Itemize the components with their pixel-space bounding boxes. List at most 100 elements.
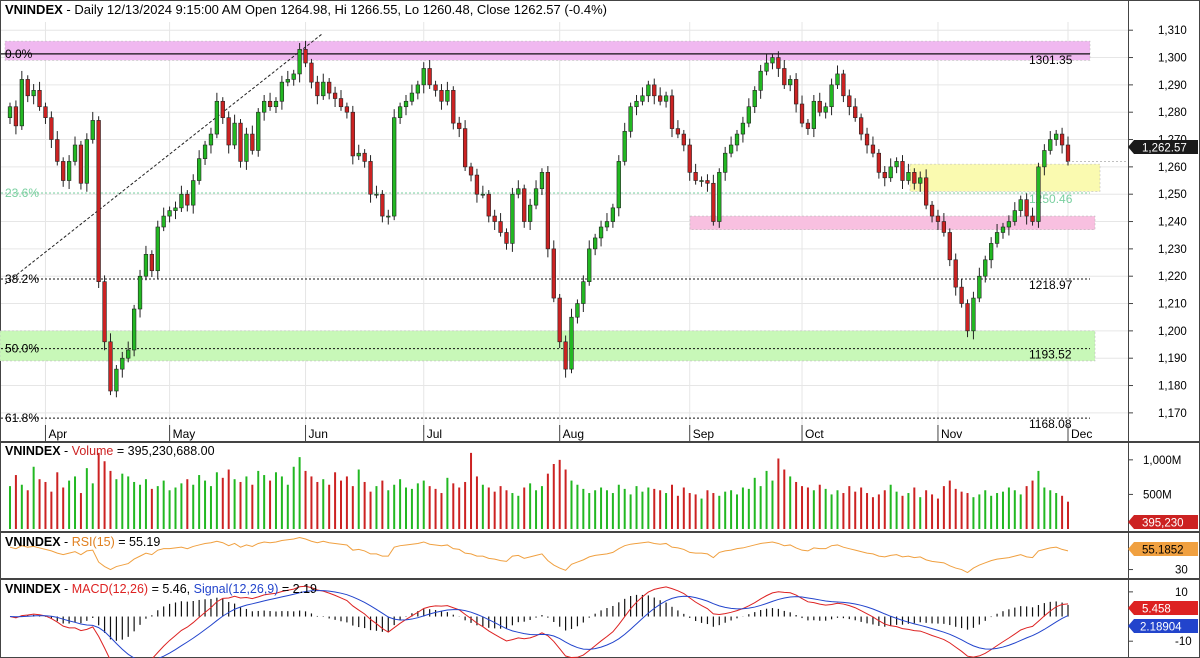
volume-bars xyxy=(9,452,1069,529)
candle-body xyxy=(912,172,917,184)
price-y-axis: 1,3101,3001,2901,2801,2701,2601,2501,240… xyxy=(1128,25,1187,420)
candle-body xyxy=(699,180,704,182)
candle-body xyxy=(528,204,533,222)
candle-body xyxy=(971,297,976,332)
candle-body xyxy=(817,100,822,113)
x-tick-label: Apr xyxy=(48,427,67,441)
candle-body xyxy=(137,275,143,310)
y-tick-label: 1,180 xyxy=(1158,381,1187,393)
candle-body xyxy=(161,215,166,228)
y-tick-label: 1,220 xyxy=(1158,271,1187,283)
candle-body xyxy=(610,207,616,222)
macd-last-label: 5.458 xyxy=(1142,604,1171,616)
candle-body xyxy=(805,122,811,129)
fib-percent-label: 23.6% xyxy=(5,186,39,200)
x-tick-label: Nov xyxy=(941,427,962,441)
candle-body xyxy=(474,174,480,195)
candle-body xyxy=(84,139,89,184)
candle-body xyxy=(214,100,220,135)
candle-body xyxy=(155,226,160,272)
candle-body xyxy=(279,81,285,102)
candle-body xyxy=(533,188,539,206)
candle-body xyxy=(368,161,373,195)
candle-body xyxy=(55,139,60,162)
volume-tick-label: 500M xyxy=(1143,489,1172,501)
rsi-value: = 55.19 xyxy=(115,535,161,549)
candle-body xyxy=(191,180,196,206)
date-x-axis: Apr May Jun Jul Aug Sep Oct Nov Dec xyxy=(44,425,1092,441)
x-tick-label: May xyxy=(173,427,196,441)
candle-body xyxy=(332,92,338,99)
candle-body xyxy=(870,144,876,154)
candle-body xyxy=(622,131,627,162)
candle-body xyxy=(510,193,515,244)
candle-body xyxy=(793,79,799,105)
y-tick-label: 1,190 xyxy=(1158,353,1187,365)
candle-body xyxy=(569,316,574,370)
volume-tick-label: 1,000M xyxy=(1143,455,1181,467)
candle-body xyxy=(1030,215,1035,222)
candle-body xyxy=(918,177,923,184)
candle-body xyxy=(303,49,308,64)
candle-body xyxy=(977,275,982,299)
x-tick-label: Oct xyxy=(805,427,824,441)
rsi-line xyxy=(9,536,1069,574)
candle-body xyxy=(782,68,787,86)
candle-body xyxy=(49,117,54,140)
candle-body xyxy=(557,297,562,343)
candle-body xyxy=(131,308,137,351)
last-price-marker: 1,262.57 xyxy=(1128,140,1198,155)
candle-body xyxy=(285,79,290,83)
signal-last-label: 2.18904 xyxy=(1140,622,1182,634)
candle-body xyxy=(652,84,657,97)
rsi-header: VNINDEX - RSI(15) = 55.19 xyxy=(5,535,160,549)
candle-body xyxy=(415,84,420,94)
candle-body xyxy=(344,106,350,113)
candle-body xyxy=(575,303,580,318)
fib-value-label: 1250.46 xyxy=(1029,192,1073,206)
candle-body xyxy=(711,182,716,222)
y-tick-label: 1,200 xyxy=(1158,326,1187,338)
candle-body xyxy=(31,90,36,97)
candle-body xyxy=(959,286,964,304)
volume-value: = 395,230,688.00 xyxy=(113,444,214,458)
candle-body xyxy=(309,62,314,83)
candle-body xyxy=(1012,210,1017,222)
candle-body xyxy=(835,73,840,86)
candle-body xyxy=(1042,150,1047,168)
candle-body xyxy=(734,133,740,146)
candle-body xyxy=(315,81,320,97)
candle-body xyxy=(604,221,610,228)
candle-body xyxy=(480,193,485,196)
y-tick-label: 1,300 xyxy=(1158,53,1187,65)
candle-body xyxy=(634,100,639,108)
candle-body xyxy=(321,81,326,97)
candle-body xyxy=(847,95,852,108)
fib-value-label: 1218.97 xyxy=(1029,278,1073,292)
candle-body xyxy=(864,133,870,146)
candle-body xyxy=(994,232,1000,244)
candle-body xyxy=(232,122,237,146)
candle-body xyxy=(462,128,468,168)
candle-body xyxy=(433,84,438,91)
candle-body xyxy=(61,161,66,181)
candle-body xyxy=(522,188,527,222)
candle-body xyxy=(202,144,208,159)
candle-body xyxy=(43,106,48,118)
candle-body xyxy=(593,237,598,250)
rsi-y-axis: 30 xyxy=(1128,565,1188,577)
candle-body xyxy=(681,133,686,146)
fib-value-label: 1301.35 xyxy=(1029,53,1073,67)
volume-last-marker: 395,230 xyxy=(1128,515,1198,530)
candle-body xyxy=(705,180,710,184)
candle-body xyxy=(788,79,793,86)
candle-body xyxy=(220,100,225,118)
candle-body xyxy=(338,98,344,108)
candle-body xyxy=(492,215,497,222)
macd-value: = 5.46, xyxy=(148,582,194,596)
candle-body xyxy=(900,161,905,181)
candle-body xyxy=(238,122,243,162)
candle-body xyxy=(397,106,403,118)
candle-body xyxy=(551,248,556,299)
fib-percent-label: 61.8% xyxy=(5,411,39,425)
